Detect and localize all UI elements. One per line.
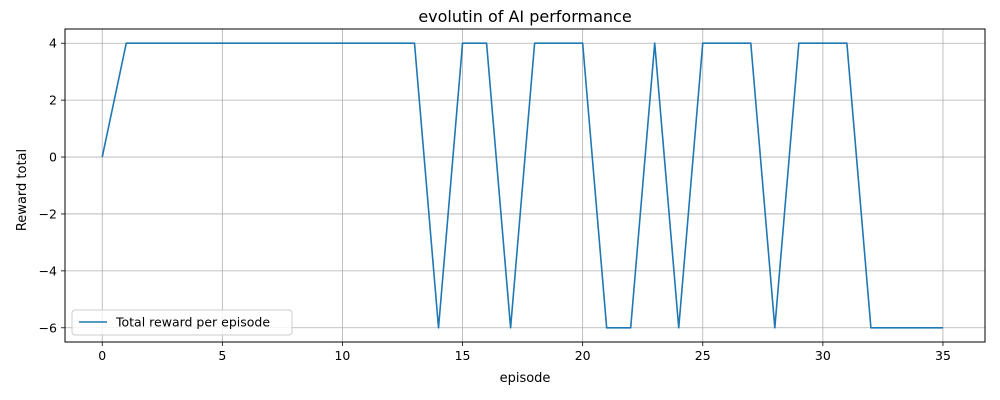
y-tick-label: 2 (49, 93, 57, 108)
plot-frame (64, 28, 986, 343)
y-tick-label: 4 (49, 36, 57, 51)
x-tick-label: 20 (575, 348, 591, 363)
y-axis-title: Reward total (15, 149, 30, 231)
legend-box (71, 309, 293, 336)
y-tick-label: 0 (49, 150, 57, 165)
x-tick-label: 5 (218, 348, 226, 363)
series-layer (101, 42, 943, 329)
ticks: 0 5 10 15 20 25 30 35 −6 −4 −2 0 2 4 (39, 36, 951, 363)
plot-area (65, 29, 985, 342)
y-tick-label: −6 (39, 320, 57, 335)
y-tick-label: −2 (39, 206, 57, 221)
x-axis-title: episode (500, 371, 551, 386)
chart-title: evolutin of AI performance (418, 7, 631, 26)
x-tick-label: 15 (455, 348, 471, 363)
x-tick-label: 0 (98, 348, 106, 363)
x-tick-label: 25 (695, 348, 711, 363)
legend: Total reward per episode (71, 309, 293, 336)
x-tick-label: 35 (935, 348, 951, 363)
y-tick-label: −4 (39, 263, 57, 278)
x-tick-label: 30 (815, 348, 831, 363)
series-line (101, 42, 943, 329)
legend-label: Total reward per episode (115, 315, 270, 330)
x-tick-label: 10 (334, 348, 350, 363)
